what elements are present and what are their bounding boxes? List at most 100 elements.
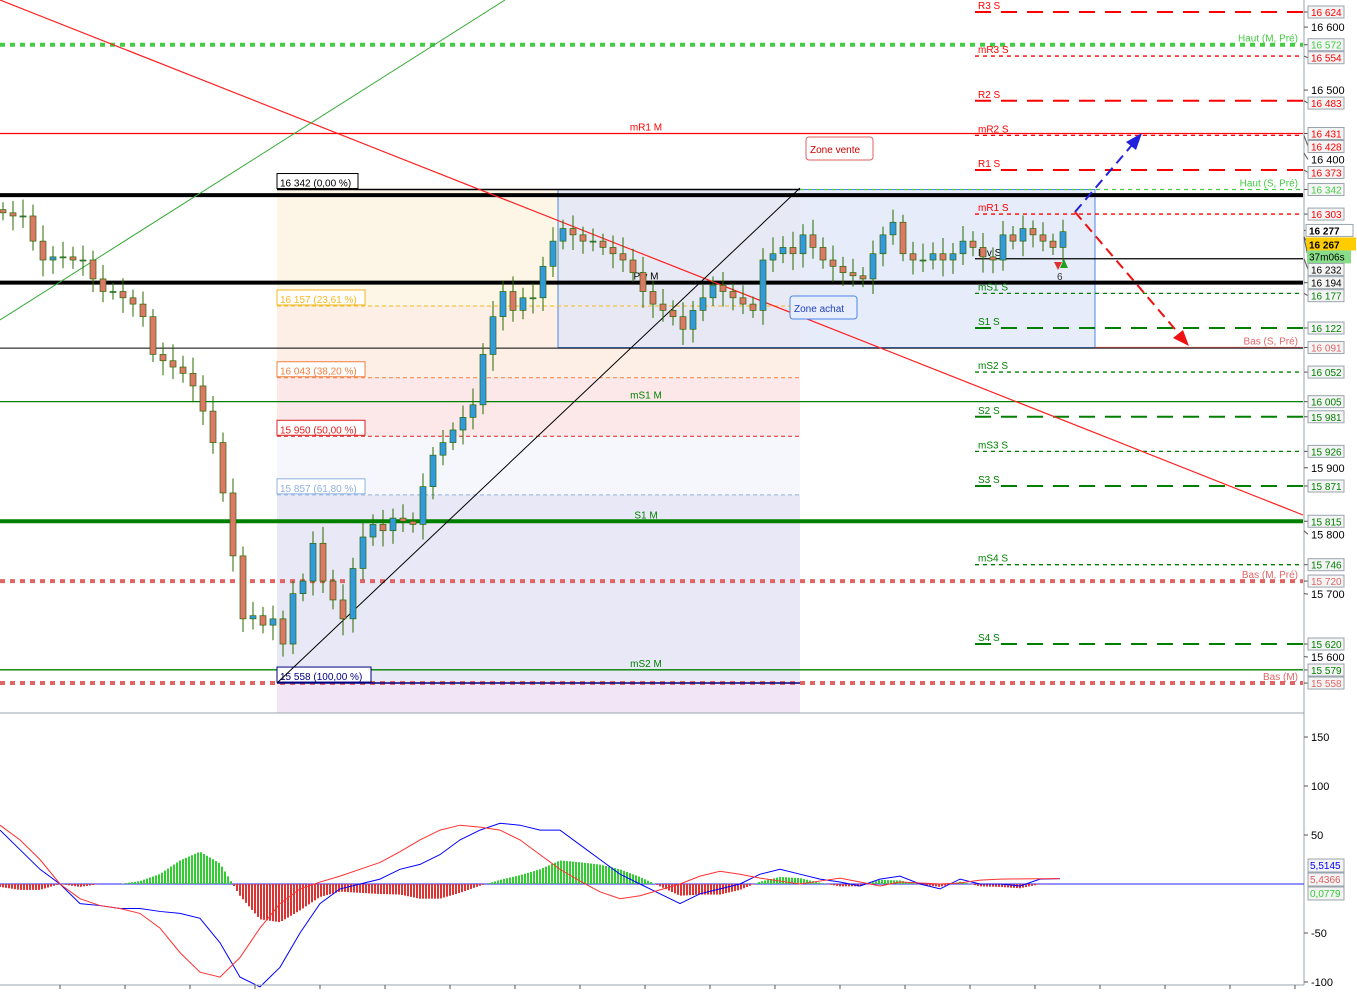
level-label: mS3 S	[978, 440, 1008, 451]
candle-body	[279, 618, 287, 645]
macd-value-box	[1307, 886, 1345, 901]
candle-body	[129, 297, 137, 305]
price-tag: 15 620	[1311, 640, 1342, 651]
axis-tick-label: 16 500	[1311, 85, 1345, 97]
price-tag-box	[1307, 676, 1345, 690]
axis-tick	[1303, 55, 1309, 59]
price-tag: 16 122	[1311, 324, 1342, 335]
down-signal-icon	[1054, 262, 1062, 270]
price-tag-box	[1307, 165, 1345, 179]
level-label: R1 S	[978, 159, 1001, 170]
price-tag-box	[1307, 395, 1345, 409]
candle-body	[569, 228, 577, 236]
zone-achat-box[interactable]	[789, 295, 858, 320]
candle-body	[379, 524, 387, 532]
macd-value-box	[1307, 858, 1345, 873]
candle-body	[839, 265, 847, 273]
axis-tick-label: 15 900	[1311, 463, 1345, 475]
fib-label-box	[276, 666, 372, 683]
candle-body	[809, 234, 817, 248]
price-tag: 15 579	[1311, 666, 1342, 677]
fib-label: 15 950 (50,00 %)	[280, 425, 357, 436]
price-tag-box	[1307, 410, 1345, 424]
candle-body	[1029, 228, 1037, 236]
level-label: S1 M	[634, 510, 657, 521]
price-tag-box	[1307, 341, 1345, 355]
candle-body	[749, 303, 757, 311]
candle-body	[949, 253, 957, 261]
level-label: mS1 M	[630, 391, 662, 402]
candle-body	[369, 524, 377, 538]
candle-body	[999, 234, 1007, 261]
candle-body	[259, 615, 267, 626]
price-tag: 16 005	[1311, 398, 1342, 409]
candle-body	[1059, 231, 1067, 248]
candle-body	[149, 316, 157, 355]
candle-body	[199, 385, 207, 412]
candle-body	[989, 256, 997, 261]
up-signal-icon	[1060, 259, 1068, 268]
candle-body	[629, 259, 637, 273]
fib-label-box	[276, 289, 366, 306]
candle-body	[709, 284, 717, 299]
level-label: Haut (S, Pré)	[1240, 179, 1298, 190]
fib-label-box	[276, 361, 366, 378]
candle-body	[509, 291, 517, 311]
axis-tick	[1303, 169, 1309, 173]
macd-value-label: 5,5145	[1310, 861, 1341, 872]
price-tag-box	[1307, 663, 1345, 677]
price-tag: 16 232	[1311, 265, 1342, 276]
price-tag: 16 342	[1311, 186, 1342, 197]
price-tag: 15 815	[1311, 517, 1342, 528]
price-tag: 16 303	[1311, 210, 1342, 221]
candle-body	[859, 275, 867, 280]
macd-axis-label: 150	[1311, 732, 1329, 744]
candle-body	[619, 253, 627, 261]
candle-body	[679, 316, 687, 330]
price-tag: 16 572	[1311, 41, 1342, 52]
level-label: R3 S	[978, 1, 1001, 12]
price-tag-box	[1307, 558, 1345, 572]
macd-axis-label: -50	[1311, 928, 1327, 940]
level-label: Bas (M)	[1263, 672, 1298, 683]
macd-value-label: 0,0779	[1310, 889, 1341, 900]
candle-body	[729, 291, 737, 299]
axis-tick	[1303, 530, 1309, 535]
candle-body	[79, 259, 87, 262]
candle-body	[209, 410, 217, 443]
candle-body	[409, 520, 417, 525]
level-label: S2 S	[978, 406, 1000, 417]
price-tag-box	[1307, 321, 1345, 335]
level-label: mS2 S	[978, 361, 1008, 372]
fib-label-box	[276, 173, 359, 190]
prev-price: 16 277	[1309, 226, 1340, 237]
candle-body	[249, 615, 257, 620]
price-tag-box	[1307, 444, 1345, 458]
current-price: 16 267	[1309, 240, 1340, 251]
candle-body	[39, 240, 47, 261]
candle-body	[559, 228, 567, 242]
price-tag: 16 624	[1311, 8, 1342, 19]
candle-body	[889, 221, 897, 236]
candle-body	[869, 253, 877, 280]
signal-line	[0, 824, 1061, 978]
candle-body	[219, 442, 227, 494]
candle-body	[849, 272, 857, 277]
level-label: Haut (M, Pré)	[1238, 34, 1298, 45]
candle-body	[1049, 240, 1057, 248]
price-tag: 16 554	[1311, 54, 1342, 65]
axis-tick	[1303, 152, 1309, 160]
countdown-box	[1307, 250, 1351, 264]
candle-body	[739, 297, 747, 305]
zone-vente-box[interactable]	[805, 136, 874, 161]
fib-zone	[277, 683, 800, 713]
candle-body	[929, 253, 937, 261]
candle-body	[239, 555, 247, 620]
fib-zone	[277, 494, 800, 684]
candle-body	[289, 593, 297, 645]
candle-body	[1019, 228, 1027, 242]
level-label: S4 S	[978, 633, 1000, 644]
axis-tick	[1303, 258, 1309, 270]
axis-tick	[1303, 100, 1309, 104]
